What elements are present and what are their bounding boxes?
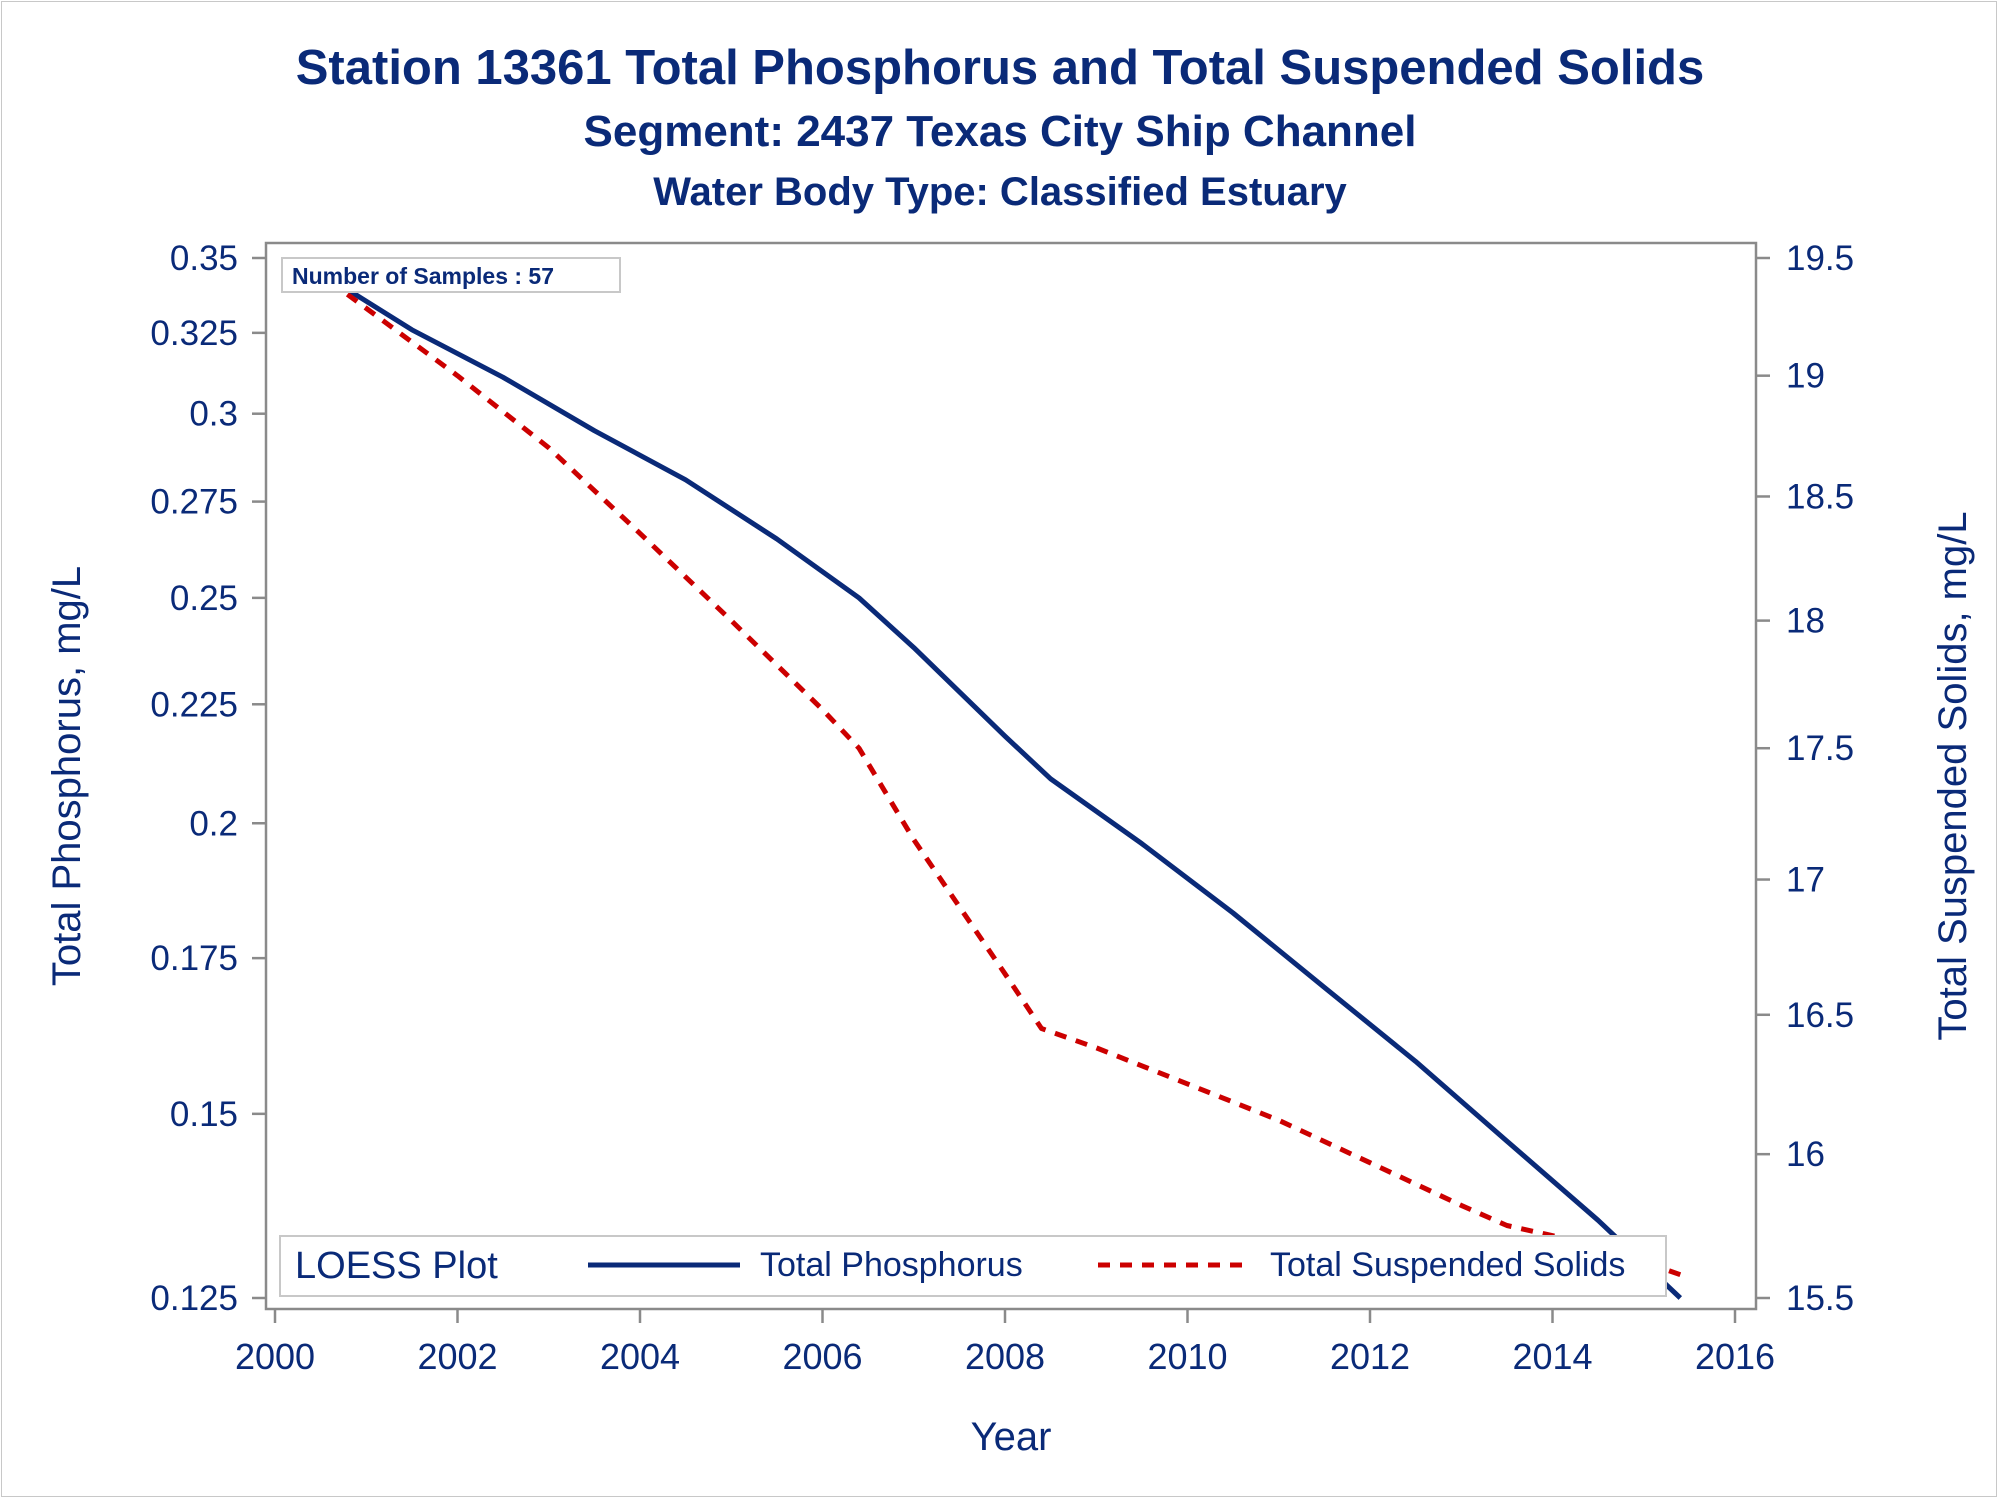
legend: LOESS Plot Total Phosphorus Total Suspen…: [279, 1235, 1667, 1297]
y-tick-label: 0.125: [150, 1279, 238, 1318]
x-tick-label: 2002: [417, 1336, 497, 1377]
y-tick-label: 0.2: [189, 804, 238, 843]
sample-count-label: Number of Samples : 57: [292, 263, 554, 289]
legend-title: LOESS Plot: [295, 1245, 498, 1287]
x-tick-label: 2000: [235, 1336, 315, 1377]
sample-count-box: [281, 257, 621, 293]
y2-axis-ticks: 15.5 16 16.5 17 17.5 18 18.5 19 19.5: [1756, 239, 1854, 1318]
x-tick-label: 2014: [1512, 1336, 1592, 1377]
legend-label-phosphorus: Total Phosphorus: [760, 1246, 1023, 1284]
chart-title: Station 13361 Total Phosphorus and Total…: [295, 41, 1705, 95]
y-axis-ticks: 0.125 0.15 0.175 0.2 0.225 0.25 0.275 0.3 0.325 0…: [150, 239, 266, 1318]
x-tick-label: 2008: [965, 1336, 1045, 1377]
y2-tick-label: 15.5: [1786, 1279, 1854, 1318]
x-tick-label: 2006: [782, 1336, 862, 1377]
series-line-total-phosphorus: [328, 276, 1683, 1300]
x-tick-label: 2010: [1147, 1336, 1227, 1377]
y-axis-label: Total Phosphorus, mg/L: [45, 566, 89, 986]
y-tick-label: 0.175: [150, 939, 238, 978]
y-tick-label: 0.25: [170, 579, 238, 618]
y-tick-label: 0.3: [189, 395, 238, 434]
y2-axis-label: Total Suspended Solids, mg/L: [1931, 511, 1975, 1040]
x-tick-label: 2004: [600, 1336, 680, 1377]
y2-tick-label: 18: [1786, 602, 1825, 641]
y2-tick-label: 16: [1786, 1135, 1825, 1174]
y-tick-label: 0.35: [170, 239, 238, 278]
y2-tick-label: 19: [1786, 357, 1825, 396]
legend-label-tss: Total Suspended Solids: [1270, 1246, 1625, 1284]
chart-subtitle-waterbody: Water Body Type: Classified Estuary: [653, 170, 1347, 214]
x-axis-ticks: 2000 2002 2004 2006 2008 2010 2012 2014 2016: [235, 1309, 1775, 1377]
series-line-total-suspended-solids: [328, 279, 1682, 1278]
x-tick-label: 2016: [1695, 1336, 1775, 1377]
y2-tick-label: 16.5: [1786, 996, 1854, 1035]
series-lines: [328, 276, 1683, 1300]
y-tick-label: 0.325: [150, 314, 238, 353]
x-axis-label: Year: [971, 1415, 1052, 1459]
y2-tick-label: 17: [1786, 861, 1825, 900]
y2-tick-label: 19.5: [1786, 239, 1854, 278]
plot-area: [264, 241, 1758, 1311]
y-tick-label: 0.225: [150, 685, 238, 724]
y-tick-label: 0.275: [150, 483, 238, 522]
legend-box: [279, 1235, 1667, 1297]
y-tick-label: 0.15: [170, 1095, 238, 1134]
y2-tick-label: 18.5: [1786, 477, 1854, 516]
x-tick-label: 2012: [1330, 1336, 1410, 1377]
chart-subtitle-segment: Segment: 2437 Texas City Ship Channel: [583, 107, 1417, 156]
y2-tick-label: 17.5: [1786, 729, 1854, 768]
